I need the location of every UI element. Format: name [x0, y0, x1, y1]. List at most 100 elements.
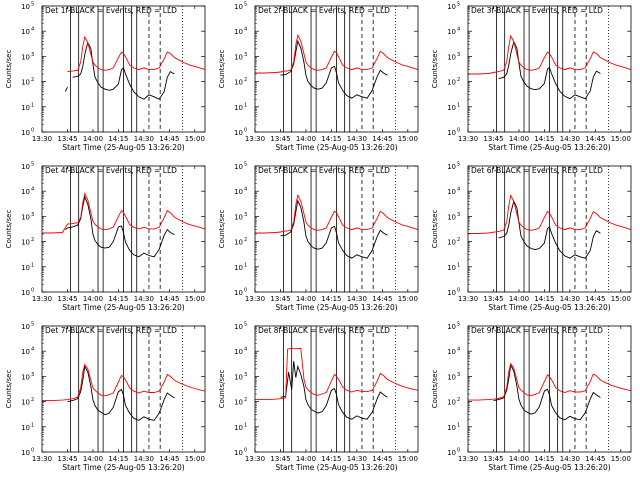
x-tick-label: 13:30 — [458, 135, 478, 143]
y-tick-label: 10 — [234, 424, 243, 432]
x-tick-label: 15:00 — [398, 135, 418, 143]
y-tick-exponent: 0 — [31, 288, 34, 294]
y-tick-exponent: 1 — [244, 102, 247, 108]
y-tick-label: 10 — [234, 129, 243, 137]
y-tick-label: 10 — [234, 104, 243, 112]
series-line-lld — [255, 33, 419, 74]
y-tick-label: 10 — [234, 239, 243, 247]
y-tick-exponent: 3 — [31, 372, 34, 378]
x-tick-label: 15:00 — [611, 135, 631, 143]
y-tick-label: 10 — [447, 289, 456, 297]
y-tick-label: 10 — [21, 129, 30, 137]
series-line-events — [493, 363, 601, 421]
y-tick-label: 10 — [447, 323, 456, 331]
y-tick-exponent: 2 — [31, 237, 34, 243]
y-tick-label: 10 — [21, 264, 30, 272]
y-tick-exponent: 2 — [31, 397, 34, 403]
y-tick-label: 10 — [447, 129, 456, 137]
y-tick-exponent: 2 — [244, 237, 247, 243]
x-tick-label: 14:00 — [296, 295, 316, 303]
y-tick-exponent: 2 — [457, 77, 460, 83]
x-tick-label: 14:15 — [321, 455, 341, 463]
x-axis-label: Start Time (25-Aug-05 13:26:20) — [275, 143, 397, 152]
y-tick-label: 10 — [234, 188, 243, 196]
x-tick-label: 13:45 — [483, 295, 503, 303]
y-tick-label: 10 — [447, 104, 456, 112]
x-tick-label: 14:30 — [134, 135, 154, 143]
x-tick-label: 14:45 — [372, 455, 392, 463]
y-axis-label: Counts/sec — [5, 210, 13, 249]
series-line-lld — [468, 362, 632, 401]
y-tick-exponent: 1 — [31, 102, 34, 108]
x-tick-label: 13:30 — [245, 455, 265, 463]
x-tick-label: 14:00 — [296, 455, 316, 463]
x-tick-label: 14:15 — [108, 455, 128, 463]
x-axis-label: Start Time (25-Aug-05 13:26:20) — [275, 463, 397, 472]
x-tick-label: 13:30 — [32, 135, 52, 143]
y-tick-exponent: 2 — [244, 397, 247, 403]
x-tick-label: 14:15 — [534, 295, 554, 303]
plot-frame — [41, 325, 206, 453]
y-tick-label: 10 — [447, 264, 456, 272]
chart-panel-2: Det 2f-BLACK = Events, RED = LLD 13:30 13:… — [218, 2, 419, 152]
y-tick-exponent: 3 — [457, 372, 460, 378]
y-tick-exponent: 0 — [244, 288, 247, 294]
y-tick-exponent: 4 — [244, 187, 247, 193]
y-tick-label: 10 — [21, 28, 30, 36]
y-tick-exponent: 5 — [244, 162, 247, 168]
x-tick-label: 14:30 — [347, 135, 367, 143]
x-tick-label: 15:00 — [611, 455, 631, 463]
chart-panel-7: Det 7f-BLACK = Events, RED = LLD 13:30 13:… — [5, 322, 206, 472]
y-tick-label: 10 — [234, 163, 243, 171]
x-tick-label: 14:15 — [534, 135, 554, 143]
y-tick-exponent: 4 — [457, 347, 460, 353]
x-axis-label: Start Time (25-Aug-05 13:26:20) — [62, 463, 184, 472]
chart-title: Det 6f-BLACK = Events, RED = LLD — [471, 166, 603, 175]
x-tick-label: 13:30 — [245, 295, 265, 303]
x-tick-label: 13:45 — [483, 455, 503, 463]
series-line-lld — [255, 193, 419, 234]
series-line-lld — [42, 192, 206, 234]
x-axis-label: Start Time (25-Aug-05 13:26:20) — [62, 143, 184, 152]
x-tick-label: 14:30 — [347, 295, 367, 303]
x-tick-label: 13:45 — [270, 455, 290, 463]
plot-frame — [41, 5, 206, 133]
x-tick-label: 13:45 — [270, 135, 290, 143]
y-tick-exponent: 0 — [244, 448, 247, 454]
y-axis-label: Counts/sec — [431, 370, 439, 409]
chart-panel-4: Det 4f-BLACK = Events, RED = LLD 13:30 13:… — [5, 162, 206, 312]
y-tick-exponent: 2 — [457, 397, 460, 403]
y-axis-label: Counts/sec — [218, 210, 226, 249]
x-tick-label: 14:30 — [560, 135, 580, 143]
y-axis-label: Counts/sec — [5, 370, 13, 409]
y-tick-label: 10 — [447, 348, 456, 356]
x-axis-label: Start Time (25-Aug-05 13:26:20) — [275, 303, 397, 312]
y-tick-exponent: 3 — [244, 212, 247, 218]
chart-title: Det 4f-BLACK = Events, RED = LLD — [45, 166, 177, 175]
x-tick-label: 14:00 — [509, 295, 529, 303]
y-tick-label: 10 — [21, 348, 30, 356]
y-tick-label: 10 — [447, 3, 456, 11]
x-tick-label: 14:15 — [321, 135, 341, 143]
y-tick-exponent: 0 — [244, 128, 247, 134]
y-tick-exponent: 4 — [457, 187, 460, 193]
x-tick-label: 13:45 — [483, 135, 503, 143]
y-tick-exponent: 3 — [244, 52, 247, 58]
series-line-lld — [67, 35, 206, 73]
x-tick-label: 14:00 — [509, 135, 529, 143]
x-tick-label: 14:00 — [509, 455, 529, 463]
x-tick-label: 14:45 — [159, 135, 179, 143]
y-tick-exponent: 4 — [31, 187, 34, 193]
chart-title: Det 5f-BLACK = Events, RED = LLD — [258, 166, 390, 175]
chart-title: Det 8f-BLACK = Events, RED = LLD — [258, 326, 390, 335]
plot-frame — [467, 165, 632, 293]
y-tick-exponent: 1 — [244, 262, 247, 268]
x-tick-label: 14:15 — [534, 455, 554, 463]
chart-title: Det 9f-BLACK = Events, RED = LLD — [471, 326, 603, 335]
chart-title: Det 3f-BLACK = Events, RED = LLD — [471, 6, 603, 15]
y-tick-label: 10 — [447, 399, 456, 407]
x-tick-label: 14:30 — [347, 455, 367, 463]
x-tick-label: 15:00 — [611, 295, 631, 303]
y-tick-label: 10 — [447, 28, 456, 36]
